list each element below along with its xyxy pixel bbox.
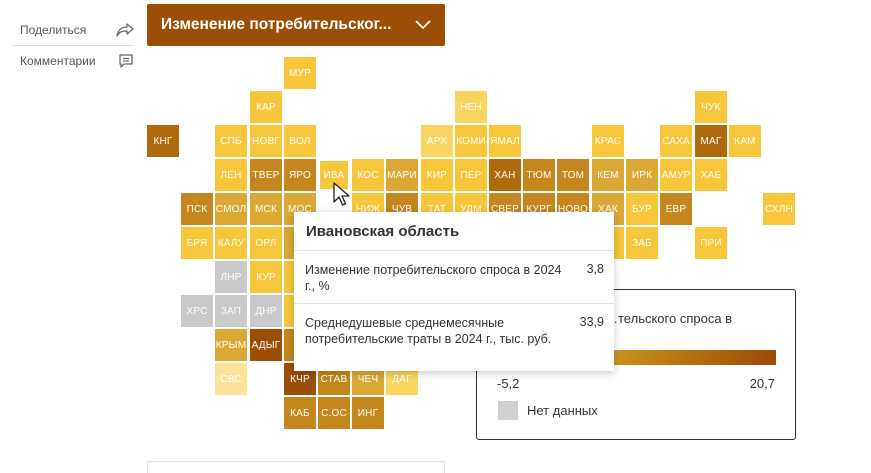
chevron-down-icon bbox=[415, 20, 431, 30]
region-tile[interactable]: СМОЛ bbox=[215, 193, 247, 225]
tooltip-divider bbox=[294, 250, 614, 251]
region-tile[interactable]: АРХ bbox=[421, 125, 453, 157]
comment-icon bbox=[119, 54, 133, 68]
region-tile[interactable]: КИР bbox=[421, 159, 453, 191]
region-tooltip: Ивановская область Изменение потребитель… bbox=[294, 212, 614, 371]
region-tile[interactable]: СПБ bbox=[215, 125, 247, 157]
comments-button[interactable]: Комментарии bbox=[12, 46, 134, 76]
region-tile[interactable]: ИНГ bbox=[352, 397, 384, 429]
region-tile[interactable]: МСК bbox=[250, 193, 282, 225]
tooltip-title: Ивановская область bbox=[306, 223, 460, 240]
region-tile[interactable]: ХАБ bbox=[695, 159, 727, 191]
tooltip-divider bbox=[294, 303, 614, 304]
sidebar-divider bbox=[12, 45, 134, 46]
region-tile[interactable]: НЕН bbox=[455, 91, 487, 123]
region-tile[interactable]: ВОЛ bbox=[284, 125, 316, 157]
region-tile[interactable]: КЕМ bbox=[592, 159, 624, 191]
region-tile[interactable]: ЧУК bbox=[695, 91, 727, 123]
region-tile[interactable]: КРАС bbox=[592, 125, 624, 157]
region-tile[interactable]: ПСК bbox=[181, 193, 213, 225]
region-tile[interactable]: КАР bbox=[250, 91, 282, 123]
legend: …тельского спроса в -5,2 20,7 Нет данных bbox=[476, 289, 796, 440]
region-tile[interactable]: ЗАП bbox=[215, 295, 247, 327]
region-tile[interactable]: КНГ bbox=[147, 125, 179, 157]
region-tile[interactable]: КАЛУ bbox=[215, 227, 247, 259]
region-tile[interactable]: СВС bbox=[215, 363, 247, 395]
tooltip-row-label: Изменение потребительского спроса в 2024… bbox=[305, 263, 562, 293]
comments-label: Комментарии bbox=[20, 54, 96, 68]
legend-max: 20,7 bbox=[749, 376, 775, 391]
region-tile[interactable]: ЯМАЛ bbox=[489, 125, 521, 157]
legend-title: …тельского спроса в bbox=[605, 311, 733, 326]
region-tile[interactable]: АДЫГ bbox=[250, 329, 282, 361]
region-tile[interactable]: КУР bbox=[250, 261, 282, 293]
tooltip-row-value: 33,9 bbox=[579, 315, 604, 329]
region-tile[interactable]: САХА bbox=[660, 125, 692, 157]
region-tile[interactable]: ХАН bbox=[489, 159, 521, 191]
region-tile[interactable]: МАГ bbox=[695, 125, 727, 157]
region-tile[interactable]: ЗАБ bbox=[626, 227, 658, 259]
region-tile[interactable]: ТЮМ bbox=[523, 159, 555, 191]
share-button[interactable]: Поделиться bbox=[12, 15, 134, 45]
region-tile[interactable]: КРЫМ bbox=[215, 329, 247, 361]
share-icon bbox=[116, 23, 134, 37]
region-tile[interactable]: КОМИ bbox=[455, 125, 487, 157]
region-tile[interactable]: ЕВР bbox=[660, 193, 692, 225]
share-label: Поделиться bbox=[20, 23, 87, 37]
dropdown-label: Изменение потребительског... bbox=[161, 16, 392, 33]
indicator-dropdown[interactable]: Изменение потребительског... bbox=[147, 4, 445, 46]
region-tile[interactable]: ТОМ bbox=[557, 159, 589, 191]
region-tile[interactable]: С.ОС bbox=[318, 397, 350, 429]
region-tile[interactable]: ЛНР bbox=[215, 261, 247, 293]
region-tile[interactable]: БРЯ bbox=[181, 227, 213, 259]
bottom-card bbox=[147, 461, 445, 473]
legend-min: -5,2 bbox=[497, 376, 520, 391]
region-tile[interactable]: НОВГ bbox=[250, 125, 282, 157]
region-tile[interactable]: ЛЕН bbox=[215, 159, 247, 191]
no-data-label: Нет данных bbox=[527, 403, 598, 418]
tooltip-row-value: 3,8 bbox=[586, 262, 604, 276]
region-tile[interactable]: СХЛН bbox=[763, 193, 795, 225]
region-tile[interactable]: ТВЕР bbox=[250, 159, 282, 191]
region-tile[interactable]: ОРЛ bbox=[250, 227, 282, 259]
region-tile[interactable]: МАРИ bbox=[386, 159, 418, 191]
region-tile[interactable]: ЯРО bbox=[284, 159, 316, 191]
region-tile[interactable]: МУР bbox=[284, 57, 316, 89]
region-tile[interactable]: ДНР bbox=[250, 295, 282, 327]
mouse-cursor-icon bbox=[333, 182, 350, 206]
region-tile[interactable]: КОС bbox=[352, 159, 384, 191]
region-tile[interactable]: АМУР bbox=[660, 159, 692, 191]
region-tile[interactable]: КАМ bbox=[729, 125, 761, 157]
region-tile[interactable]: БУР bbox=[626, 193, 658, 225]
region-tile[interactable]: ПРИ bbox=[695, 227, 727, 259]
region-tile[interactable]: ИРК bbox=[626, 159, 658, 191]
region-tile[interactable]: ПЕР bbox=[455, 159, 487, 191]
tooltip-row-label: Среднедушевые среднемесячные потребитель… bbox=[305, 316, 552, 346]
region-tile[interactable]: ХРС bbox=[181, 295, 213, 327]
no-data-swatch bbox=[498, 401, 518, 420]
region-tile[interactable]: КАБ bbox=[284, 397, 316, 429]
